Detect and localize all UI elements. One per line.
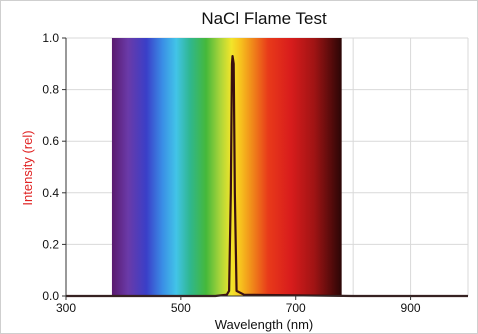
series-line-0 bbox=[66, 54, 468, 298]
y-tick-label: 0.2 bbox=[42, 237, 59, 251]
series-layer bbox=[66, 54, 468, 298]
y-tick-label: 0.0 bbox=[42, 289, 59, 303]
visible-spectrum-band bbox=[111, 38, 342, 296]
y-tick-label: 0.6 bbox=[42, 134, 59, 148]
x-tick-label: 500 bbox=[171, 301, 191, 315]
x-ticks: 300 500 700 900 bbox=[56, 296, 421, 315]
x-tick-label: 700 bbox=[286, 301, 306, 315]
y-tick-label: 0.8 bbox=[42, 83, 59, 97]
y-axis-title: Intensity (rel) bbox=[20, 130, 35, 205]
x-tick-label: 300 bbox=[56, 301, 76, 315]
x-tick-label: 900 bbox=[401, 301, 421, 315]
x-axis-title: Wavelength (nm) bbox=[215, 317, 314, 332]
y-tick-label: 0.4 bbox=[42, 186, 59, 200]
chart-title: NaCl Flame Test bbox=[201, 9, 327, 28]
y-tick-label: 1.0 bbox=[42, 31, 59, 45]
axes bbox=[65, 38, 468, 297]
y-ticks: 0.0 0.2 0.4 0.6 0.8 1.0 bbox=[42, 31, 66, 303]
